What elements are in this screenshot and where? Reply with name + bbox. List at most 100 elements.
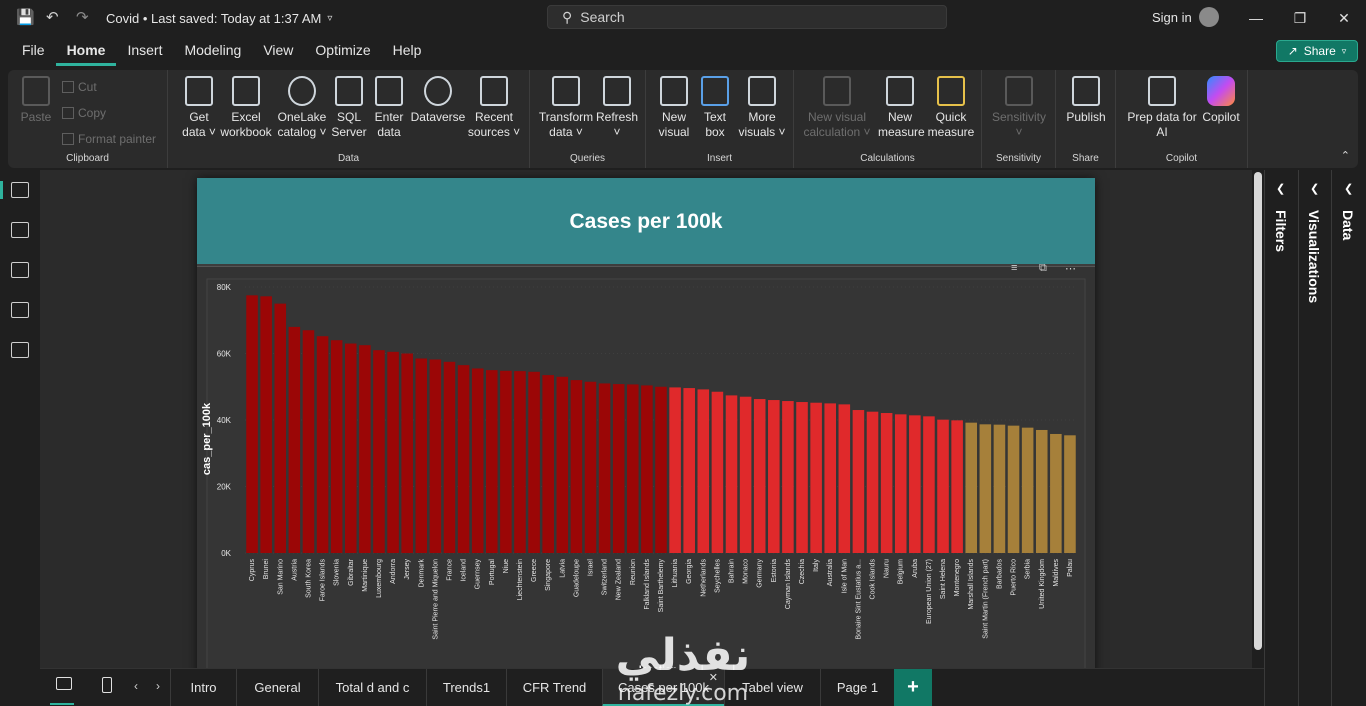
bar[interactable] <box>753 399 766 553</box>
bar[interactable] <box>683 388 695 553</box>
bar[interactable] <box>457 365 470 553</box>
bar[interactable] <box>810 402 822 553</box>
menu-optimize[interactable]: Optimize <box>315 42 371 58</box>
add-page-button[interactable]: + <box>894 669 932 706</box>
bar[interactable] <box>937 419 949 553</box>
document-title[interactable]: Covid • Last saved: Today at 1:37 AM <box>106 10 322 26</box>
sign-in-link[interactable]: Sign in <box>1152 10 1192 25</box>
expand-filters-icon[interactable]: ❮ <box>1276 183 1286 195</box>
copilot-button[interactable]: Copilot <box>1198 76 1244 125</box>
model-view-icon[interactable] <box>11 262 29 278</box>
new-measure-button[interactable]: New measure <box>878 76 925 140</box>
dax-query-icon[interactable] <box>11 302 29 318</box>
more-visuals-button[interactable]: More visuals ˅ <box>736 76 788 140</box>
tab-trends1[interactable]: Trends1 <box>426 669 506 706</box>
search-input[interactable]: ⚲ Search <box>547 5 947 29</box>
recent-sources-button[interactable]: Recent sources ˅ <box>466 76 522 140</box>
tab-cases-per-100k[interactable]: Cases per 100k ✕ <box>602 669 724 706</box>
filter-visual-icon[interactable]: ≡ <box>1011 262 1018 274</box>
tab-total-d-and-c[interactable]: Total d and c <box>318 669 426 706</box>
close-tab-icon[interactable]: ✕ <box>708 672 718 684</box>
bar[interactable] <box>415 358 428 553</box>
dataverse-button[interactable]: Dataverse <box>410 76 466 125</box>
onelake-catalog-button[interactable]: OneLake catalog ˅ <box>276 76 328 140</box>
maximize-icon[interactable]: ❐ <box>1293 10 1307 26</box>
more-options-icon[interactable]: ⋯ <box>1065 263 1076 275</box>
bar[interactable] <box>471 368 484 553</box>
menu-view[interactable]: View <box>263 42 294 58</box>
tab-tabel-view[interactable]: Tabel view <box>724 669 820 706</box>
bar[interactable] <box>627 384 639 553</box>
bar[interactable] <box>782 401 794 553</box>
data-pane[interactable]: ❮ Data <box>1331 170 1366 706</box>
canvas-vertical-scrollbar[interactable] <box>1252 170 1264 668</box>
copy-button[interactable]: Copy <box>62 106 106 120</box>
publish-button[interactable]: Publish <box>1062 76 1110 125</box>
refresh-button[interactable]: Refresh ˅ <box>594 76 640 140</box>
bar[interactable] <box>655 386 667 553</box>
bar[interactable] <box>429 359 442 553</box>
transform-data-button[interactable]: Transform data ˅ <box>538 76 594 140</box>
bar[interactable] <box>556 376 569 553</box>
paste-button[interactable]: Paste <box>18 76 54 125</box>
bar[interactable] <box>598 383 611 553</box>
bar[interactable] <box>274 303 287 554</box>
tab-general[interactable]: General <box>236 669 318 706</box>
menu-home[interactable]: Home <box>55 36 117 66</box>
chevron-down-icon[interactable]: ▿ <box>327 12 333 24</box>
sql-server-button[interactable]: SQL Server <box>330 76 368 140</box>
menu-modeling[interactable]: Modeling <box>184 42 242 58</box>
cut-button[interactable]: Cut <box>62 80 97 94</box>
tab-intro[interactable]: Intro <box>170 669 236 706</box>
bar[interactable] <box>443 361 456 553</box>
bar[interactable] <box>1035 429 1048 553</box>
bar[interactable] <box>316 336 329 553</box>
bar[interactable] <box>528 371 540 553</box>
bar[interactable] <box>500 370 512 553</box>
bar[interactable] <box>824 403 836 554</box>
bar[interactable] <box>387 351 399 553</box>
bar[interactable] <box>486 370 498 554</box>
bar[interactable] <box>542 375 554 553</box>
report-view-icon[interactable] <box>0 181 29 199</box>
mobile-layout-icon[interactable] <box>102 677 112 693</box>
share-button[interactable]: ↗ Share ▿ <box>1276 40 1358 62</box>
close-icon[interactable]: ✕ <box>1338 10 1350 26</box>
bar[interactable] <box>909 415 921 553</box>
bar[interactable] <box>246 295 258 553</box>
bar[interactable] <box>570 380 583 553</box>
bar[interactable] <box>852 410 865 553</box>
minimize-icon[interactable]: — <box>1249 10 1263 26</box>
bar[interactable] <box>514 371 526 553</box>
bar[interactable] <box>866 411 879 553</box>
bar[interactable] <box>979 424 992 553</box>
get-data-button[interactable]: Get data ˅ <box>176 76 222 140</box>
bar[interactable] <box>796 402 808 553</box>
tab-page-1[interactable]: Page 1 <box>820 669 894 706</box>
bar[interactable] <box>1021 427 1034 553</box>
new-visual-button[interactable]: New visual <box>654 76 694 140</box>
bar[interactable] <box>401 353 413 554</box>
bar[interactable] <box>1064 435 1076 553</box>
excel-workbook-button[interactable]: Excel workbook <box>218 76 274 140</box>
bar[interactable] <box>584 381 597 553</box>
table-view-icon[interactable] <box>11 222 29 238</box>
bar-chart-visual[interactable]: ≡ ⧉ ⋯ 0K 20K 40K 60K 80K Cyprus Brunei San Mar… <box>197 262 1095 668</box>
bar[interactable] <box>330 340 343 553</box>
bar[interactable] <box>260 296 272 553</box>
redo-icon[interactable]: ↷ <box>76 9 89 26</box>
bar[interactable] <box>302 330 315 553</box>
focus-mode-icon[interactable]: ⧉ <box>1039 262 1047 274</box>
bar[interactable] <box>697 389 710 553</box>
scrollbar-thumb[interactable] <box>1254 172 1262 650</box>
sensitivity-button[interactable]: Sensitivity ˅ <box>988 76 1050 140</box>
bar[interactable] <box>373 350 385 553</box>
prep-data-ai-button[interactable]: Prep data for AI <box>1124 76 1200 140</box>
bar[interactable] <box>739 396 752 553</box>
next-page-icon[interactable]: › <box>156 679 160 693</box>
tmdl-view-icon[interactable] <box>11 342 29 358</box>
bar[interactable] <box>641 385 653 553</box>
visualizations-pane-label[interactable]: Visualizations <box>1306 210 1322 304</box>
menu-file[interactable]: File <box>22 42 45 58</box>
bar[interactable] <box>359 345 371 553</box>
